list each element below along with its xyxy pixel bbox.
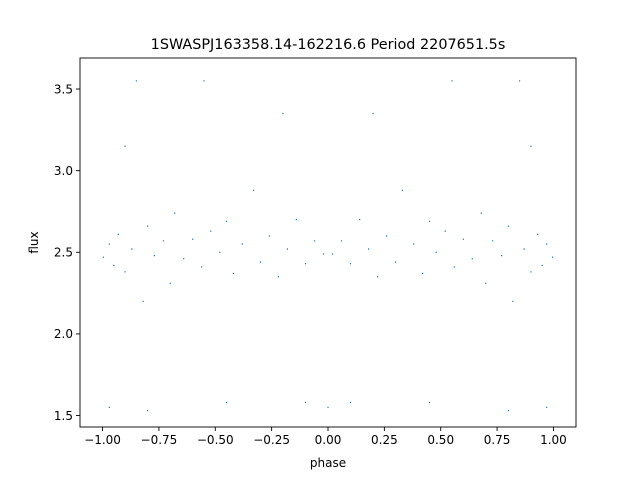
x-axis-label: phase xyxy=(310,456,346,470)
data-point xyxy=(146,410,149,412)
data-point xyxy=(174,212,176,214)
data-point xyxy=(485,282,487,284)
data-point xyxy=(219,251,221,253)
chart-title: 1SWASPJ163358.14-162216.6 Period 2207651… xyxy=(151,37,506,53)
data-point xyxy=(252,189,255,191)
x-axis: −1.00 −0.75 −0.50 −0.25 0.00 0.25 0.50 0.75 1.00 xyxy=(84,427,567,447)
data-point xyxy=(372,112,374,115)
data-point xyxy=(102,256,105,258)
data-point xyxy=(551,256,554,258)
data-point xyxy=(401,189,404,191)
x-tick-label: 0.50 xyxy=(427,433,454,447)
data-point xyxy=(142,300,144,302)
data-point xyxy=(512,300,514,302)
data-point xyxy=(507,410,510,412)
data-point xyxy=(162,240,165,242)
data-point xyxy=(108,243,111,245)
data-point xyxy=(124,145,126,147)
data-point xyxy=(491,240,494,242)
data-point xyxy=(241,243,243,245)
data-point xyxy=(203,80,205,82)
data-point xyxy=(480,212,482,214)
data-point xyxy=(313,240,316,242)
y-tick-label: 2.5 xyxy=(54,246,73,260)
y-axis-label: flux xyxy=(27,231,41,253)
data-point xyxy=(322,253,325,255)
data-point xyxy=(169,282,171,284)
data-points xyxy=(102,80,554,412)
data-point xyxy=(444,230,446,232)
data-point xyxy=(453,266,455,268)
data-point xyxy=(277,276,280,278)
data-point xyxy=(394,261,397,263)
data-point xyxy=(500,254,503,257)
y-axis: 1.5 2.0 2.5 3.0 3.5 xyxy=(54,82,80,423)
data-point xyxy=(331,253,334,255)
data-point xyxy=(295,218,298,221)
data-point xyxy=(146,225,149,227)
data-point xyxy=(225,220,228,222)
data-point xyxy=(367,248,370,250)
y-tick-label: 1.5 xyxy=(54,409,73,423)
data-point xyxy=(349,401,352,404)
data-point xyxy=(304,263,307,265)
data-point xyxy=(304,401,307,404)
x-tick-label: −1.00 xyxy=(84,433,121,447)
data-point xyxy=(117,233,120,235)
x-tick-label: −0.75 xyxy=(141,433,178,447)
data-point xyxy=(451,80,453,82)
data-point xyxy=(232,272,234,275)
data-point xyxy=(113,264,115,267)
data-point xyxy=(259,261,262,263)
data-point xyxy=(422,272,424,275)
x-tick-label: −0.50 xyxy=(197,433,234,447)
data-point xyxy=(124,271,126,273)
data-point xyxy=(530,271,532,273)
x-tick-label: 1.00 xyxy=(540,433,567,447)
data-point xyxy=(201,266,203,268)
y-tick-label: 2.0 xyxy=(54,327,73,341)
data-point xyxy=(376,276,379,278)
data-point xyxy=(153,254,156,257)
data-point xyxy=(523,248,525,250)
x-tick-label: 0.75 xyxy=(484,433,511,447)
data-point xyxy=(428,401,431,404)
data-point xyxy=(385,235,388,237)
data-point xyxy=(462,238,464,240)
data-point xyxy=(286,248,289,250)
x-tick-label: 0.25 xyxy=(371,433,398,447)
data-point xyxy=(268,235,271,237)
data-point xyxy=(518,80,521,82)
data-point xyxy=(413,243,415,245)
y-tick-label: 3.0 xyxy=(54,164,73,178)
data-point xyxy=(327,406,329,409)
data-point xyxy=(210,230,212,232)
data-point xyxy=(507,225,510,227)
data-point xyxy=(135,80,138,82)
data-point xyxy=(546,406,548,409)
data-point xyxy=(358,218,361,221)
data-point xyxy=(183,258,185,260)
x-tick-label: −0.25 xyxy=(253,433,290,447)
y-tick-label: 3.5 xyxy=(54,82,73,96)
data-point xyxy=(471,258,473,260)
data-point xyxy=(435,251,437,253)
data-point xyxy=(537,233,539,235)
data-point xyxy=(282,112,284,115)
data-point xyxy=(192,238,194,240)
data-point xyxy=(428,220,431,222)
x-tick-label: 0.00 xyxy=(315,433,342,447)
data-point xyxy=(225,401,228,404)
data-point xyxy=(131,248,133,250)
data-point xyxy=(530,145,532,147)
data-point xyxy=(546,243,548,245)
data-point xyxy=(349,263,352,265)
data-point xyxy=(541,264,543,267)
data-point xyxy=(108,406,111,409)
data-point xyxy=(340,240,343,242)
